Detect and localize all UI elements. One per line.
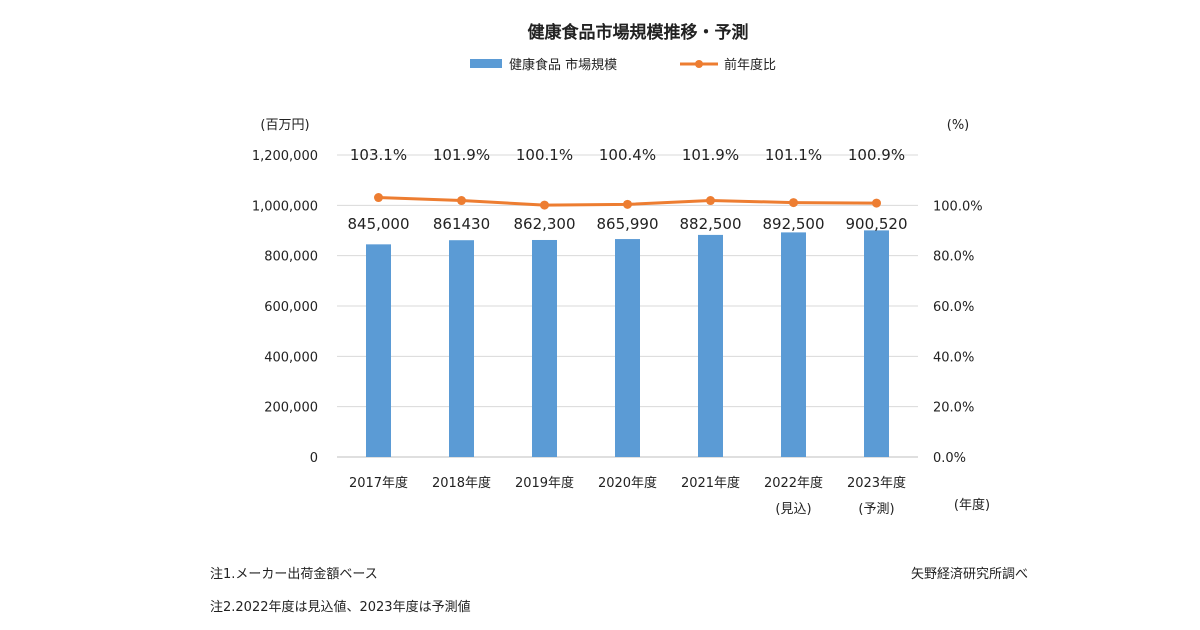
bar	[366, 244, 391, 457]
bar-value-label: 845,000	[347, 215, 409, 233]
y-left-tick-label: 0	[310, 451, 318, 466]
y-left-tick-label: 1,200,000	[252, 149, 318, 164]
y-left-tick-label: 400,000	[264, 350, 318, 365]
x-axis: 2017年度 2018年度 2019年度 2020年度 2021年度 2022年度 (見込)…	[349, 475, 906, 517]
bar-value-label: 892,500	[762, 215, 824, 233]
bar-series	[366, 230, 889, 457]
line-series	[374, 193, 881, 210]
line-point	[789, 198, 798, 208]
bar-value-labels: 845,000 861430 862,300 865,990 882,500 892,50…	[347, 215, 907, 233]
legend: 健康食品 市場規模 前年度比	[470, 57, 776, 73]
y-left-tick-label: 600,000	[264, 300, 318, 315]
line-point	[623, 199, 632, 209]
bar-value-label: 882,500	[679, 215, 741, 233]
line-value-label: 100.1%	[516, 146, 573, 164]
x-tick-label: 2023年度	[847, 475, 906, 491]
bar-value-label: 862,300	[513, 215, 575, 233]
x-tick-label: 2019年度	[515, 475, 574, 491]
y-right-tick-label: 0.0%	[933, 451, 966, 466]
bar	[781, 232, 806, 457]
bar	[698, 234, 723, 457]
note-2: 注2.2022年度は見込値、2023年度は予測値	[210, 599, 471, 615]
legend-bar-label: 健康食品 市場規模	[509, 57, 617, 73]
y-left-tick-label: 1,000,000	[252, 199, 318, 214]
note-1: 注1.メーカー出荷金額ベース	[210, 566, 378, 582]
bar	[864, 230, 889, 457]
y-right-tick-label: 100.0%	[933, 199, 983, 214]
x-tick-label: 2021年度	[681, 475, 740, 491]
x-tick-label: 2017年度	[349, 475, 408, 491]
line-point	[457, 196, 466, 206]
bar	[532, 239, 557, 457]
y-right-tick-label: 80.0%	[933, 250, 974, 265]
line-value-label: 101.9%	[433, 146, 490, 164]
line-value-label: 100.9%	[848, 146, 905, 164]
y-left-tick-label: 200,000	[264, 401, 318, 416]
y-right-tick-label: 60.0%	[933, 300, 974, 315]
line-value-labels: 103.1% 101.9% 100.1% 100.4% 101.9% 101.1% 100.…	[350, 146, 905, 164]
bar	[449, 240, 474, 457]
bar-value-label: 861430	[433, 215, 490, 233]
line-value-label: 100.4%	[599, 146, 656, 164]
line-value-label: 103.1%	[350, 146, 407, 164]
y-right-tick-label: 40.0%	[933, 350, 974, 365]
line-point	[872, 198, 881, 208]
source-note: 矢野経済研究所調べ	[911, 566, 1028, 582]
line-point	[540, 200, 549, 210]
x-tick-sublabel: (予測)	[858, 502, 894, 517]
y-left-unit-label: (百万円)	[260, 118, 309, 133]
chart-title: 健康食品市場規模推移・予測	[528, 22, 749, 43]
line-point	[706, 196, 715, 206]
y-right-unit-label: (%)	[947, 118, 970, 133]
x-tick-label: 2018年度	[432, 475, 491, 491]
line-value-label: 101.1%	[765, 146, 822, 164]
y-left-tick-label: 800,000	[264, 250, 318, 265]
x-tick-label: 2020年度	[598, 475, 657, 491]
bar-value-label: 865,990	[596, 215, 658, 233]
x-tick-label: 2022年度	[764, 475, 823, 491]
y-right-axis: 0.0% 20.0% 40.0% 60.0% 80.0% 100.0%	[933, 199, 983, 466]
y-left-axis: 0 200,000 400,000 600,000 800,000 1,000,000 1,…	[252, 149, 318, 466]
y-right-tick-label: 20.0%	[933, 401, 974, 416]
x-unit-label: (年度)	[954, 497, 990, 513]
bar-value-label: 900,520	[845, 215, 907, 233]
x-tick-sublabel: (見込)	[775, 502, 811, 517]
bar	[615, 239, 640, 457]
line-point	[374, 193, 383, 203]
legend-line-marker	[695, 60, 703, 68]
legend-line-label: 前年度比	[724, 57, 776, 73]
legend-bar-swatch	[470, 59, 502, 68]
line-value-label: 101.9%	[682, 146, 739, 164]
